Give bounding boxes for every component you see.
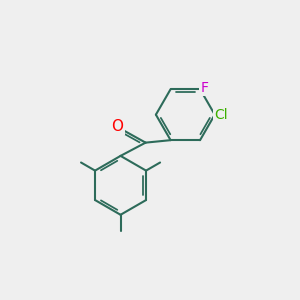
Text: F: F <box>200 81 208 95</box>
Text: O: O <box>112 119 124 134</box>
Text: Cl: Cl <box>214 108 228 122</box>
